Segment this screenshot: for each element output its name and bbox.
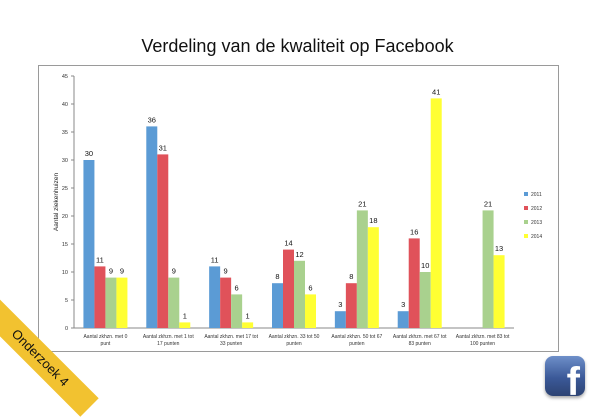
facebook-icon: f xyxy=(545,356,585,396)
data-label: 21 xyxy=(358,199,366,208)
bar-2012 xyxy=(345,283,357,328)
bar-2014 xyxy=(305,294,316,328)
data-label: 14 xyxy=(284,239,292,248)
legend-label: 2014 xyxy=(531,234,542,240)
y-tick-label: 15 xyxy=(62,242,68,248)
bar-2011 xyxy=(334,311,346,328)
category-label-line: Aantal zkhzn. met 67 tot xyxy=(393,334,447,340)
category-label-line: punten xyxy=(286,341,302,347)
bar-2012 xyxy=(283,249,294,328)
bar-2013 xyxy=(231,294,243,328)
data-label: 12 xyxy=(295,250,303,259)
category-label-line: 17 punten xyxy=(157,341,179,347)
y-tick-label: 10 xyxy=(62,270,68,276)
bar-2013 xyxy=(356,210,368,328)
category-label-line: punt xyxy=(101,341,111,347)
data-label: 9 xyxy=(172,267,176,276)
category-label-line: Aantal zkhzn. 50 tot 67 xyxy=(331,334,382,340)
bar-2014 xyxy=(493,255,505,328)
bar-2012 xyxy=(408,238,420,328)
legend-label: 2012 xyxy=(531,206,542,212)
chart-frame: 0 5 10 15 20 25 30 35 40 45 Aantal ziekenhuizen 30 1… xyxy=(38,65,559,352)
category-label: Aantal zkhzn. met 83 tot 100 punten xyxy=(456,334,510,347)
data-label: 3 xyxy=(401,300,405,309)
data-label: 9 xyxy=(120,267,124,276)
data-label: 8 xyxy=(349,272,353,281)
bar-2012 xyxy=(94,266,106,328)
bar-2013 xyxy=(294,260,305,328)
y-tick-label: 5 xyxy=(65,298,68,304)
data-label: 11 xyxy=(96,255,104,264)
bar-2014 xyxy=(116,277,128,328)
data-label: 1 xyxy=(246,311,250,320)
category-label: Aantal zkhzn. met 17 tot 33 punten xyxy=(204,334,258,347)
chart-title: Verdeling van de kwaliteit op Facebook xyxy=(141,36,454,56)
data-label: 31 xyxy=(159,143,167,152)
data-label: 9 xyxy=(109,267,113,276)
category-label-line: Aantal zkhzn. met 17 tot xyxy=(204,334,258,340)
category-label-line: Aantal zkhzn. met 1 tot xyxy=(143,334,194,340)
data-label: 9 xyxy=(224,267,228,276)
data-label: 6 xyxy=(235,283,239,292)
legend-swatch-2012 xyxy=(524,206,528,210)
data-label: 6 xyxy=(308,283,312,292)
bar-2014 xyxy=(430,98,442,329)
data-label: 30 xyxy=(85,149,93,158)
data-label: 36 xyxy=(148,115,156,124)
category-label-line: 33 punten xyxy=(220,341,242,347)
bar-2011 xyxy=(209,266,221,328)
category-label-line: Aantal zkhzn. met 83 tot xyxy=(456,334,510,340)
y-tick-label: 30 xyxy=(62,158,68,164)
bar-2012 xyxy=(220,277,232,328)
data-label: 11 xyxy=(211,255,219,264)
legend-swatch-2014 xyxy=(524,234,528,238)
data-label: 10 xyxy=(421,261,429,270)
bar-2011 xyxy=(146,126,158,329)
y-tick-label: 35 xyxy=(62,130,68,136)
bar-2014 xyxy=(179,322,191,328)
y-tick-label: 20 xyxy=(62,214,68,220)
legend-swatch-2013 xyxy=(524,220,528,224)
data-label: 41 xyxy=(432,87,440,96)
bar-2013 xyxy=(482,210,494,328)
category-label: Aantal zkhzn. met 1 tot 17 punten xyxy=(143,334,194,347)
category-label: Aantal zkhzn. 50 tot 67 punten xyxy=(331,334,382,347)
category-label-line: 100 punten xyxy=(470,341,495,347)
legend-label: 2013 xyxy=(531,220,542,226)
y-axis-label: Aantal ziekenhuizen xyxy=(53,173,60,232)
category-label: Aantal zkhzn. met 0 punt xyxy=(83,334,127,347)
data-label: 18 xyxy=(369,216,377,225)
y-tick-label: 0 xyxy=(65,326,68,332)
facebook-glyph: f xyxy=(566,360,580,396)
category-label-line: Aantal zkhzn. 33 tot 50 xyxy=(269,334,320,340)
category-label-line: Aantal zkhzn. met 0 xyxy=(83,334,127,340)
data-label: 1 xyxy=(183,311,187,320)
category-label: Aantal zkhzn. 33 tot 50 punten xyxy=(269,334,320,347)
data-label: 16 xyxy=(410,227,418,236)
bar-chart: 0 5 10 15 20 25 30 35 40 45 Aantal ziekenhuizen 30 1… xyxy=(53,74,542,347)
bar-2013 xyxy=(168,277,180,328)
category-label-line: punten xyxy=(349,341,365,347)
bar-2013 xyxy=(419,272,431,328)
data-label: 13 xyxy=(495,244,503,253)
bar-2011 xyxy=(83,160,95,328)
bar-2012 xyxy=(157,154,169,328)
legend-swatch-2011 xyxy=(524,192,528,196)
bar-2014 xyxy=(242,322,254,328)
data-label: 21 xyxy=(484,199,492,208)
bar-2011 xyxy=(272,283,283,328)
bar-2011 xyxy=(397,311,409,328)
y-tick-label: 40 xyxy=(62,102,68,108)
bar-2014 xyxy=(367,227,379,328)
y-tick-label: 25 xyxy=(62,186,68,192)
legend-label: 2011 xyxy=(531,192,542,198)
data-label: 8 xyxy=(275,272,279,281)
bar-2013 xyxy=(105,277,117,328)
category-label-line: 83 punten xyxy=(409,341,431,347)
data-label: 3 xyxy=(338,300,342,309)
y-tick-label: 45 xyxy=(62,74,68,80)
category-label: Aantal zkhzn. met 67 tot 83 punten xyxy=(393,334,447,347)
